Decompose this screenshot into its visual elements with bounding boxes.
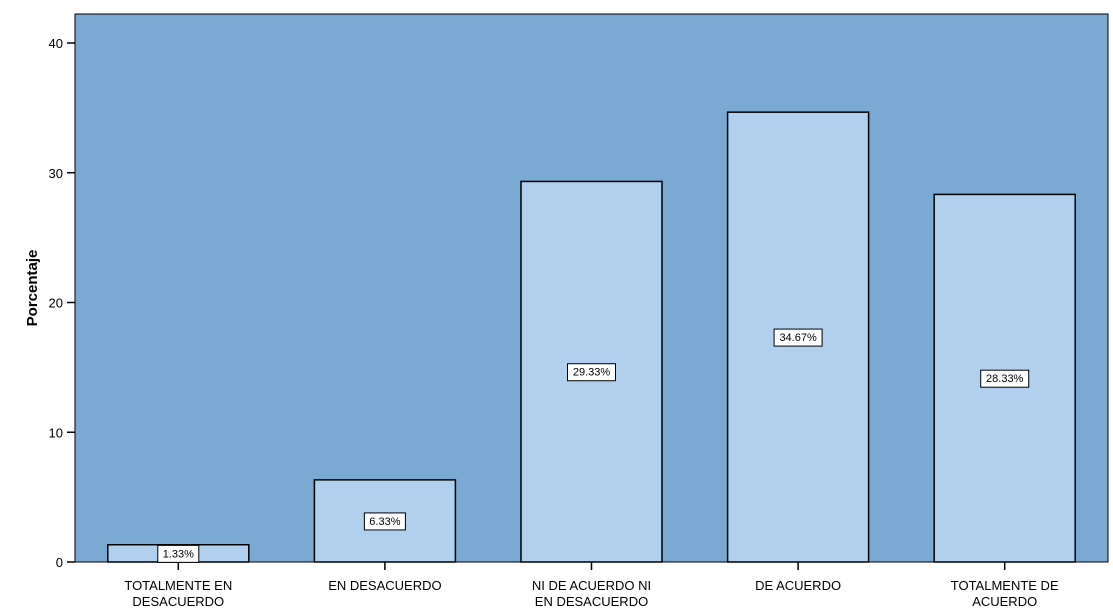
- data-label: 29.33%: [573, 367, 611, 379]
- x-tick-label: EN DESACUERDO: [535, 594, 648, 609]
- y-axis-title: Porcentaje: [24, 250, 41, 327]
- x-tick-label: TOTALMENTE DE: [951, 578, 1059, 593]
- x-tick-label: EN DESACUERDO: [328, 578, 441, 593]
- data-label: 6.33%: [369, 516, 400, 528]
- data-label-box: [363, 512, 406, 531]
- data-labels: 1.33% 6.33% 29.33% 34.67% 28.33%: [157, 328, 1030, 563]
- data-label-box: [773, 328, 823, 347]
- y-axis: 0 10 20 30 40: [49, 36, 75, 570]
- x-tick-label: DE ACUERDO: [755, 578, 841, 593]
- y-tick-label: 20: [49, 296, 63, 311]
- y-tick-label: 0: [56, 555, 63, 570]
- x-tick-label: ACUERDO: [972, 594, 1037, 609]
- data-label-box: [567, 363, 616, 382]
- data-label: 1.33%: [163, 548, 194, 560]
- x-tick-label: NI DE ACUERDO NI: [532, 578, 651, 593]
- y-tick-label: 40: [49, 36, 63, 51]
- data-label-box: [980, 369, 1030, 388]
- data-label: 28.33%: [986, 373, 1024, 385]
- x-tick-label: DESACUERDO: [132, 594, 224, 609]
- x-tick-label: TOTALMENTE EN: [124, 578, 232, 593]
- y-tick-label: 30: [49, 166, 63, 181]
- data-label: 34.67%: [779, 332, 817, 344]
- y-tick-label: 10: [49, 425, 63, 440]
